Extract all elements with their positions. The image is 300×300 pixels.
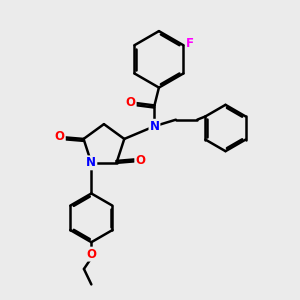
Text: O: O xyxy=(86,248,96,261)
Text: N: N xyxy=(86,156,96,170)
Text: O: O xyxy=(135,154,145,167)
Text: N: N xyxy=(149,120,160,133)
Text: F: F xyxy=(186,37,194,50)
Text: O: O xyxy=(55,130,65,143)
Text: O: O xyxy=(126,96,136,109)
